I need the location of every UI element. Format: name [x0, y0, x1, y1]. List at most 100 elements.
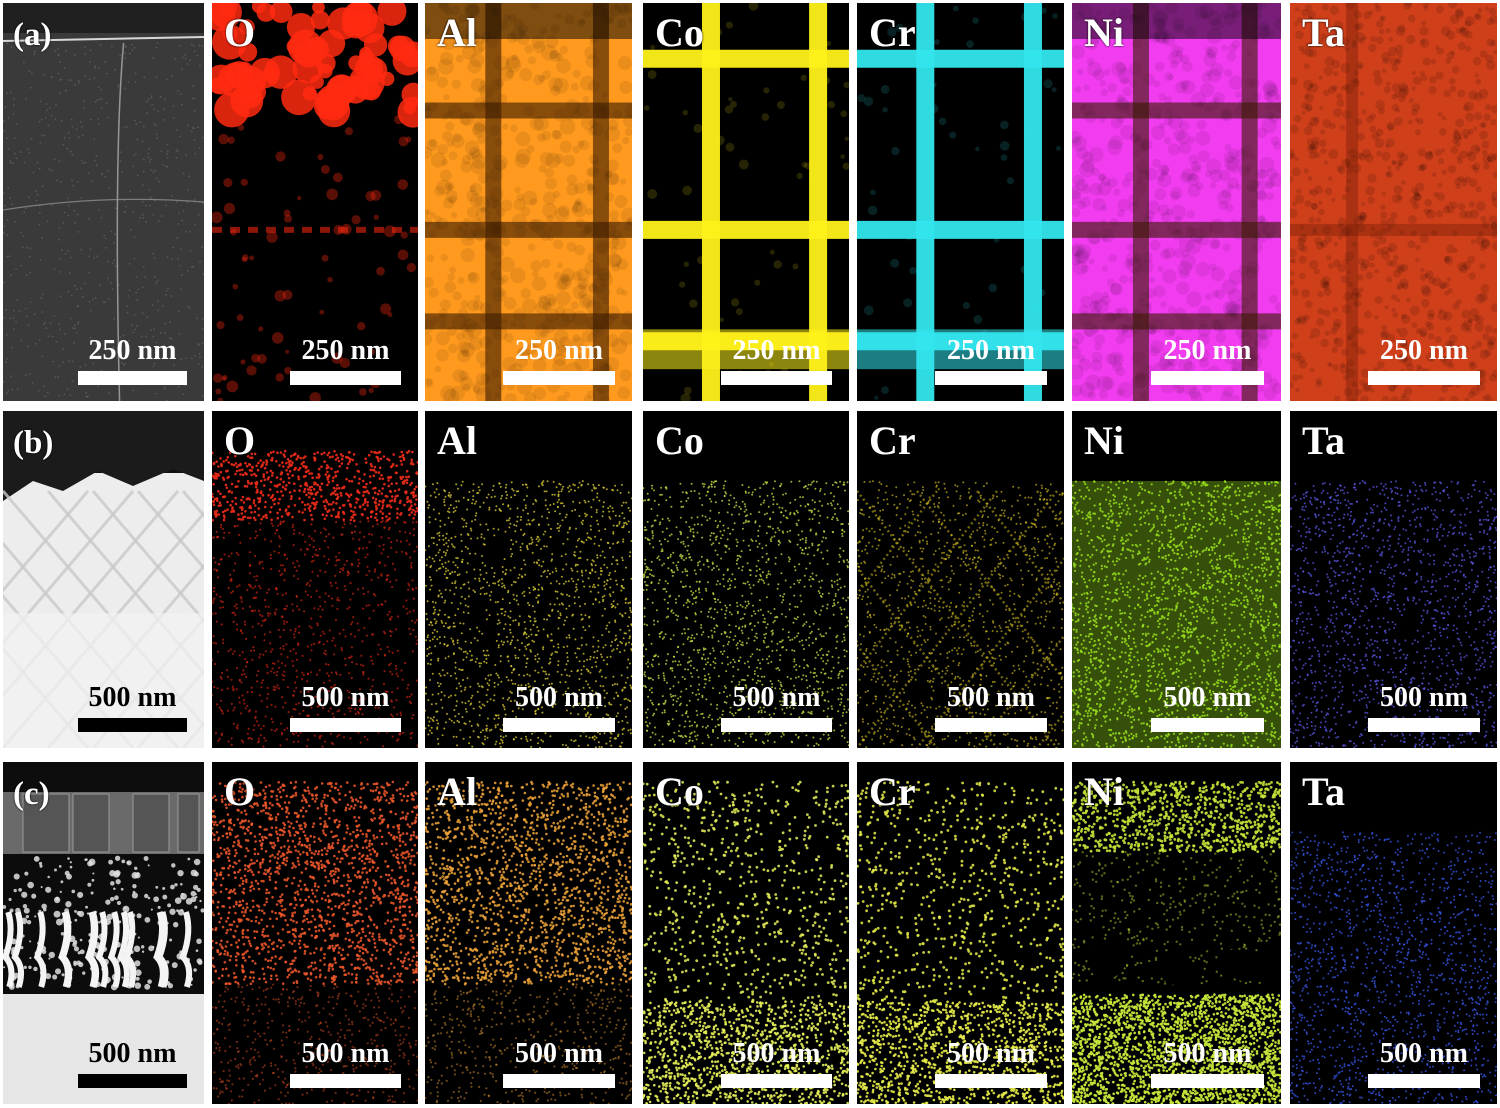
element-label: O — [224, 421, 255, 461]
micrograph-image — [3, 762, 204, 1104]
scale-bar-label: 250 nm — [935, 337, 1047, 365]
scale-bar-label: 500 nm — [721, 1040, 832, 1068]
element-label: Cr — [869, 772, 916, 812]
scale-bar — [503, 1074, 615, 1088]
element-map-image — [212, 780, 418, 1104]
element-label: Co — [655, 421, 704, 461]
row-0-map-ta: Ta 250 nm — [1290, 3, 1497, 401]
element-label: Al — [437, 421, 477, 461]
scale-bar — [503, 371, 615, 385]
scale-bar — [935, 371, 1047, 385]
element-map-image — [643, 3, 849, 401]
row-label: (c) — [13, 778, 50, 811]
scale-bar-label: 500 nm — [1151, 684, 1264, 712]
scale-bar — [1151, 371, 1264, 385]
row-1-map-al: Al 500 nm — [425, 411, 632, 748]
row-0-map-al: Al 250 nm — [425, 3, 632, 401]
row-2-map-ni: Ni 500 nm — [1072, 762, 1281, 1104]
scale-bar-label: 500 nm — [78, 684, 187, 712]
element-label: O — [224, 13, 255, 53]
element-map-image — [212, 3, 418, 401]
element-label: O — [224, 772, 255, 812]
scale-bar-label: 500 nm — [78, 1040, 187, 1068]
scale-bar — [78, 1074, 187, 1088]
element-label: Ta — [1302, 772, 1345, 812]
element-map-image — [1290, 3, 1497, 401]
scale-bar-label: 500 nm — [1368, 1040, 1480, 1068]
row-0-map-o: O 250 nm — [212, 3, 418, 401]
scale-bar — [721, 1074, 832, 1088]
scale-bar-label: 500 nm — [935, 684, 1047, 712]
row-1-sem-image: (b) 500 nm — [3, 411, 204, 748]
element-label: Al — [437, 13, 477, 53]
scale-bar-label: 250 nm — [1151, 337, 1264, 365]
element-map-image — [425, 480, 632, 748]
element-label: Co — [655, 13, 704, 53]
element-label: Ni — [1084, 772, 1124, 812]
scale-bar — [290, 1074, 401, 1088]
element-label: Al — [437, 772, 477, 812]
element-label: Ta — [1302, 421, 1345, 461]
element-map-image — [1072, 3, 1281, 401]
scale-bar-label: 500 nm — [721, 684, 832, 712]
micrograph-image — [3, 411, 204, 748]
row-1-map-o: O 500 nm — [212, 411, 418, 748]
scale-bar-label: 250 nm — [503, 337, 615, 365]
row-0-map-ni: Ni 250 nm — [1072, 3, 1281, 401]
scale-bar — [78, 718, 187, 732]
element-label: Cr — [869, 421, 916, 461]
scale-bar-label: 250 nm — [1368, 337, 1480, 365]
element-map-image — [857, 3, 1064, 401]
element-label: Ni — [1084, 421, 1124, 461]
row-2-map-co: Co 500 nm — [643, 762, 849, 1104]
scale-bar — [935, 718, 1047, 732]
scale-bar-label: 500 nm — [1368, 684, 1480, 712]
row-0-sem-image: (a) 250 nm — [3, 3, 204, 401]
row-2-map-ta: Ta 500 nm — [1290, 762, 1497, 1104]
row-label: (b) — [13, 427, 53, 460]
scale-bar — [1368, 1074, 1480, 1088]
scale-bar-label: 500 nm — [935, 1040, 1047, 1068]
scale-bar-label: 250 nm — [290, 337, 401, 365]
scale-bar — [721, 718, 832, 732]
scale-bar — [1151, 1074, 1264, 1088]
scale-bar — [290, 371, 401, 385]
row-label: (a) — [13, 19, 51, 52]
element-map-image — [425, 3, 632, 401]
scale-bar — [1151, 718, 1264, 732]
element-label: Co — [655, 772, 704, 812]
scale-bar-label: 250 nm — [721, 337, 832, 365]
row-1-map-cr: Cr 500 nm — [857, 411, 1064, 748]
row-0-map-cr: Cr 250 nm — [857, 3, 1064, 401]
row-2-map-o: O 500 nm — [212, 762, 418, 1104]
row-1-map-co: Co 500 nm — [643, 411, 849, 748]
element-map-image — [425, 780, 632, 1104]
scale-bar-label: 250 nm — [78, 337, 187, 365]
scale-bar — [1368, 371, 1480, 385]
element-label: Cr — [869, 13, 916, 53]
micrograph-image — [3, 3, 204, 401]
scale-bar-label: 500 nm — [290, 1040, 401, 1068]
scale-bar-label: 500 nm — [503, 1040, 615, 1068]
row-2-map-al: Al 500 nm — [425, 762, 632, 1104]
row-2-sem-image: (c) 500 nm — [3, 762, 204, 1104]
element-label: Ni — [1084, 13, 1124, 53]
element-map-image — [212, 449, 418, 748]
element-map-image — [1072, 480, 1281, 748]
scale-bar-label: 500 nm — [290, 684, 401, 712]
scale-bar — [503, 718, 615, 732]
row-1-map-ni: Ni 500 nm — [1072, 411, 1281, 748]
row-1-map-ta: Ta 500 nm — [1290, 411, 1497, 748]
element-map-image — [643, 780, 849, 1104]
row-2-map-cr: Cr 500 nm — [857, 762, 1064, 1104]
scale-bar — [721, 371, 832, 385]
scale-bar — [78, 371, 187, 385]
scale-bar-label: 500 nm — [1151, 1040, 1264, 1068]
row-0-map-co: Co 250 nm — [643, 3, 849, 401]
scale-bar-label: 500 nm — [503, 684, 615, 712]
scale-bar — [1368, 718, 1480, 732]
scale-bar — [290, 718, 401, 732]
element-map-image — [857, 480, 1064, 748]
element-label: Ta — [1302, 13, 1345, 53]
scale-bar — [935, 1074, 1047, 1088]
